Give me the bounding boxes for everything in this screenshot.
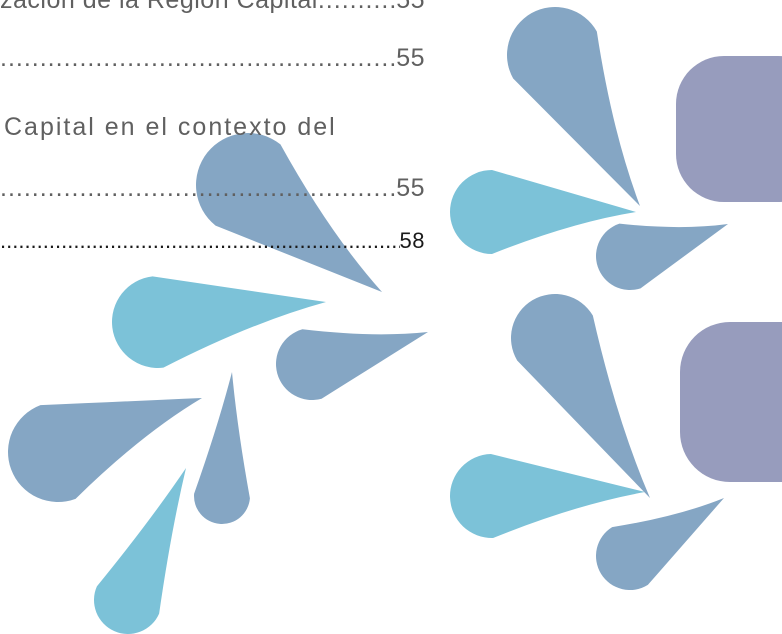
dot-leader [318,0,396,15]
toc-title: Capital en el contexto del [4,113,337,142]
decorative-shape [676,56,782,202]
toc-entry: Capital en el contexto del [4,113,337,142]
decorative-shape [8,398,202,502]
decorative-shape [276,329,428,400]
decorative-shape [596,224,728,290]
decorative-shape [680,322,782,482]
toc-page: 55 [396,174,425,203]
toc-entry: 58 [0,228,425,254]
decorative-shape [596,498,724,590]
decorative-shape [450,454,645,538]
decorative-shape [194,372,250,524]
decorative-shape [196,133,382,292]
toc-entry: 55 [0,44,425,73]
dot-leader [0,44,396,73]
decorative-shape [94,468,186,634]
decoration [0,0,782,634]
toc-page: 58 [400,228,425,254]
toc-entry: zación de la Región Capital 55 [0,0,425,15]
toc-title: zación de la Región Capital [0,0,318,15]
decorative-shape [507,7,640,206]
toc-page: 55 [396,44,425,73]
dot-leader [0,228,400,254]
dot-leader [0,174,396,203]
toc-page: 55 [396,0,425,15]
page: {"toc": {"entries": [ {"title": "zación … [0,0,782,634]
toc-entry: 55 [0,174,425,203]
